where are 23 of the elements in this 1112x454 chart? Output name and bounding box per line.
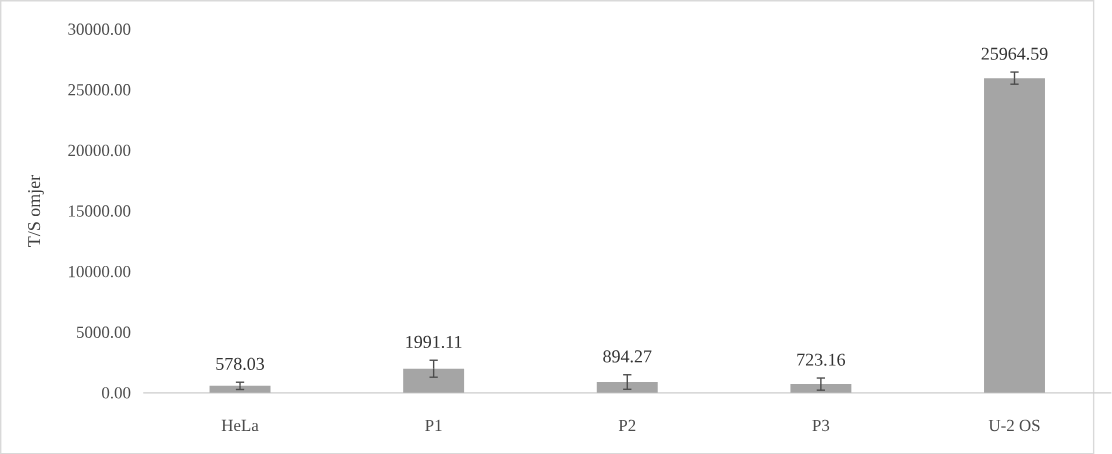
data-label: 25964.59	[981, 47, 1048, 60]
data-label: 894.27	[603, 350, 652, 363]
data-label: 578.03	[216, 357, 265, 370]
x-tick-label: P3	[812, 419, 830, 431]
x-tick-label: HeLa	[221, 419, 259, 431]
y-tick-label: 0.00	[102, 386, 131, 399]
x-tick-label: P1	[425, 419, 442, 431]
bar	[984, 77, 1045, 393]
data-label: 723.16	[797, 353, 846, 366]
x-tick-label: P2	[618, 419, 636, 431]
bar	[209, 385, 271, 393]
y-tick-label: 10000.00	[69, 265, 131, 278]
y-tick-label: 25000.00	[68, 83, 131, 96]
bar	[790, 383, 852, 393]
y-tick-label: 5000.00	[76, 326, 131, 338]
bar	[596, 381, 658, 393]
x-tick-label: U-2 OS	[988, 419, 1040, 431]
y-axis-title: T/S omjer	[28, 174, 44, 247]
y-tick-label: 20000.00	[68, 144, 131, 156]
bar	[403, 368, 465, 393]
y-tick-label: 30000.00	[68, 23, 131, 35]
data-label: 1991.11	[406, 335, 462, 348]
y-tick-label: 15000.00	[69, 205, 131, 217]
